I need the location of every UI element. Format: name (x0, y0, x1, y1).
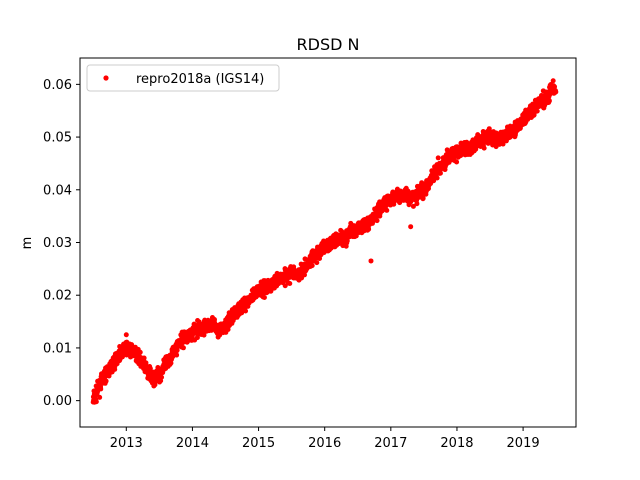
x-tick-label: 2013 (110, 436, 143, 451)
data-point (174, 352, 180, 358)
x-tick-label: 2019 (507, 436, 540, 451)
y-tick-label: 0.05 (43, 131, 72, 146)
data-point (410, 203, 416, 209)
data-point (374, 218, 380, 224)
chart-title: RDSD N (297, 35, 360, 54)
outlier-point (123, 332, 129, 338)
data-point (366, 226, 372, 232)
x-tick-label: 2015 (242, 436, 275, 451)
data-point (141, 355, 147, 361)
data-point (414, 201, 420, 207)
y-tick-label: 0.04 (43, 183, 72, 198)
y-tick-label: 0.06 (43, 78, 72, 93)
data-point (481, 145, 487, 151)
legend-box (86, 64, 280, 92)
data-point (103, 378, 109, 384)
data-point (550, 78, 556, 84)
x-tick-label: 2018 (440, 436, 473, 451)
data-point (309, 263, 315, 269)
data-point (261, 294, 267, 300)
y-tick-label: 0.03 (43, 236, 72, 251)
data-point (137, 349, 143, 355)
outlier-point (368, 258, 374, 264)
x-axis: 2013 2014 2015 2016 2017 2018 2019 (110, 427, 540, 451)
data-point (287, 281, 293, 287)
data-point (201, 332, 207, 338)
data-point (434, 175, 440, 181)
data-point (454, 159, 460, 165)
data-point (314, 260, 320, 266)
data-point (174, 347, 180, 353)
data-point (553, 89, 559, 95)
data-point (243, 308, 249, 314)
data-point (486, 126, 492, 132)
data-point (98, 386, 104, 392)
data-point (435, 155, 441, 161)
y-tick-label: 0.01 (43, 341, 72, 356)
y-tick-label: 0.02 (43, 289, 72, 304)
data-point (180, 345, 186, 351)
data-point (97, 394, 103, 400)
legend-label: repro2018a (IGS14) (136, 72, 264, 87)
x-tick-label: 2016 (308, 436, 341, 451)
x-tick-label: 2014 (176, 436, 209, 451)
data-point (552, 84, 558, 90)
data-point (500, 141, 506, 147)
data-point (420, 195, 426, 201)
data-point (437, 170, 443, 176)
y-axis: 0.00 0.01 0.02 0.03 0.04 0.05 0.06 (43, 78, 80, 409)
data-point (546, 98, 552, 104)
legend-marker (103, 75, 109, 81)
y-tick-label: 0.00 (43, 394, 72, 409)
legend: repro2018a (IGS14) (86, 64, 280, 92)
data-point (159, 374, 165, 380)
data-point (93, 399, 99, 405)
data-point (301, 272, 307, 278)
data-points (90, 78, 559, 405)
data-point (168, 360, 174, 366)
y-axis-label: m (20, 237, 35, 250)
data-point (384, 207, 390, 213)
x-tick-label: 2017 (374, 436, 407, 451)
data-point (534, 108, 540, 114)
data-point (147, 366, 153, 372)
outlier-point (408, 224, 414, 230)
